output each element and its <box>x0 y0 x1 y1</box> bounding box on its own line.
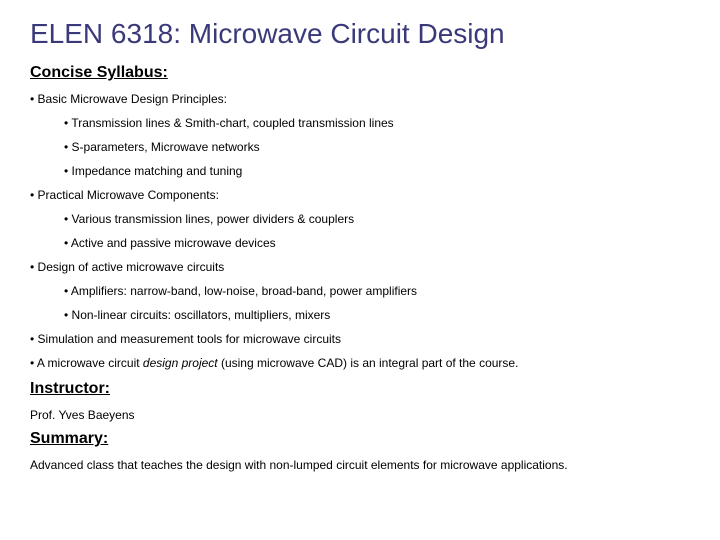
syllabus-subitem: Various transmission lines, power divide… <box>64 212 690 226</box>
syllabus-list: Basic Microwave Design Principles: Transm… <box>30 92 690 370</box>
syllabus-heading: Concise Syllabus: <box>30 64 690 82</box>
instructor-name: Prof. Yves Baeyens <box>30 408 690 422</box>
summary-text: Advanced class that teaches the design w… <box>30 458 690 472</box>
syllabus-subitem: Active and passive microwave devices <box>64 236 690 250</box>
page-title: ELEN 6318: Microwave Circuit Design <box>30 18 690 50</box>
syllabus-subitem: Amplifiers: narrow-band, low-noise, broa… <box>64 284 690 298</box>
syllabus-item: Basic Microwave Design Principles: <box>30 92 690 106</box>
syllabus-sublist: Transmission lines & Smith-chart, couple… <box>30 116 690 178</box>
syllabus-item: A microwave circuit design project (usin… <box>30 356 690 370</box>
syllabus-item: Simulation and measurement tools for mic… <box>30 332 690 346</box>
syllabus-item: Practical Microwave Components: <box>30 188 690 202</box>
instructor-heading: Instructor: <box>30 380 690 398</box>
summary-heading: Summary: <box>30 430 690 448</box>
syllabus-subitem: S-parameters, Microwave networks <box>64 140 690 154</box>
syllabus-subitem: Impedance matching and tuning <box>64 164 690 178</box>
syllabus-subitem: Transmission lines & Smith-chart, couple… <box>64 116 690 130</box>
syllabus-subitem: Non-linear circuits: oscillators, multip… <box>64 308 690 322</box>
syllabus-sublist: Amplifiers: narrow-band, low-noise, broa… <box>30 284 690 322</box>
syllabus-item: Design of active microwave circuits <box>30 260 690 274</box>
syllabus-sublist: Various transmission lines, power divide… <box>30 212 690 250</box>
